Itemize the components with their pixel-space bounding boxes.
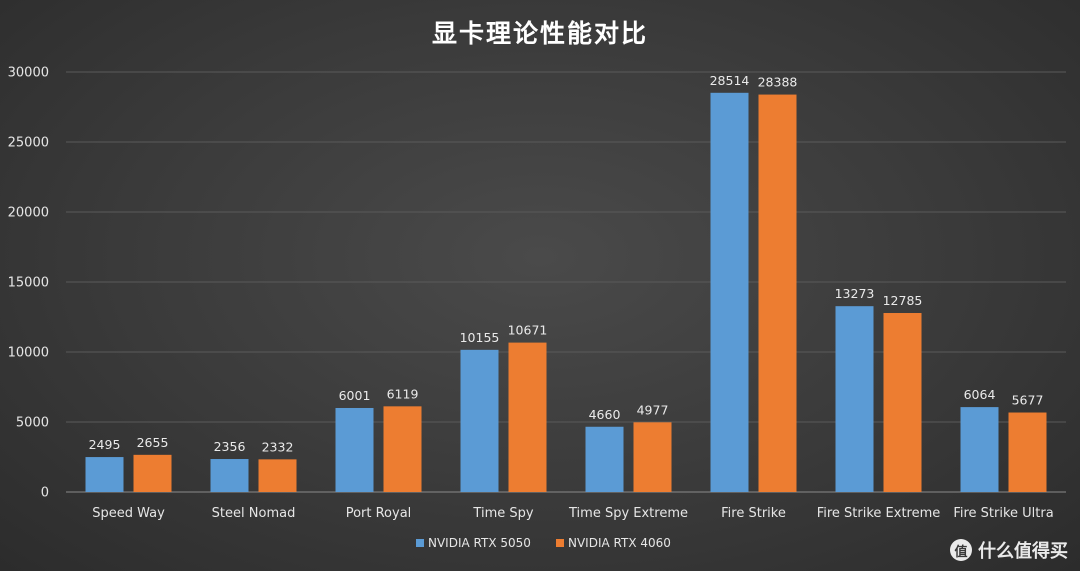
bar-rtx5050 <box>460 349 499 492</box>
data-label: 10671 <box>508 323 548 338</box>
bar-rtx5050 <box>85 457 124 492</box>
legend-label: NVIDIA RTX 4060 <box>568 536 671 550</box>
data-label: 2332 <box>262 439 294 454</box>
x-category-label: Time Spy Extreme <box>568 506 688 521</box>
y-tick-label: 20000 <box>8 206 49 221</box>
x-category-label: Speed Way <box>92 506 165 521</box>
data-label: 13273 <box>835 286 875 301</box>
data-label: 6119 <box>387 386 419 401</box>
data-label: 5677 <box>1012 393 1044 408</box>
bars <box>85 92 1047 493</box>
legend-swatch-rtx4060 <box>556 539 564 547</box>
bar-rtx4060 <box>883 313 922 492</box>
bar-rtx5050 <box>710 92 749 492</box>
legend: NVIDIA RTX 5050 NVIDIA RTX 4060 <box>416 536 671 550</box>
x-category-label: Steel Nomad <box>212 506 296 521</box>
legend-label: NVIDIA RTX 5050 <box>428 536 531 550</box>
data-label: 6064 <box>964 387 996 402</box>
y-tick-label: 0 <box>41 486 49 501</box>
x-category-label: Fire Strike <box>721 506 786 521</box>
bar-rtx4060 <box>258 459 297 492</box>
watermark-text: 什么值得买 <box>978 541 1068 562</box>
bar-rtx4060 <box>133 454 172 492</box>
chart-title: 显卡理论性能对比 <box>432 19 648 48</box>
data-label: 4660 <box>589 407 621 422</box>
y-tick-label: 15000 <box>8 276 49 291</box>
x-category-label: Time Spy <box>472 506 533 521</box>
y-tick-label: 10000 <box>8 346 49 361</box>
data-label: 10155 <box>460 330 500 345</box>
y-tick-label: 30000 <box>8 66 49 81</box>
bar-rtx4060 <box>758 94 797 493</box>
watermark: 值 什么值得买 <box>950 537 1068 563</box>
bar-rtx4060 <box>633 422 672 492</box>
y-tick-label: 5000 <box>16 416 49 431</box>
x-axis-categories: Speed Way Steel Nomad Port Royal Time Spy Ti… <box>92 506 1053 521</box>
legend-swatch-rtx5050 <box>416 539 424 547</box>
y-tick-label: 25000 <box>8 136 49 151</box>
bar-rtx5050 <box>210 459 249 492</box>
bar-rtx4060 <box>508 342 547 492</box>
bar-rtx4060 <box>1008 412 1047 492</box>
watermark-logo-icon: 值 <box>950 539 972 561</box>
data-label: 2356 <box>214 439 246 454</box>
bar-rtx5050 <box>960 407 999 492</box>
data-label: 6001 <box>339 388 371 403</box>
x-category-label: Port Royal <box>346 506 412 521</box>
bar-rtx5050 <box>835 306 874 492</box>
data-label: 28514 <box>710 73 750 88</box>
data-label: 28388 <box>758 75 798 90</box>
data-label: 4977 <box>637 402 669 417</box>
x-category-label: Fire Strike Extreme <box>817 506 941 521</box>
bar-rtx5050 <box>585 426 624 492</box>
gridlines <box>66 71 1066 493</box>
bar-rtx5050 <box>335 407 374 492</box>
data-label: 2655 <box>137 435 169 450</box>
x-category-label: Fire Strike Ultra <box>953 506 1053 521</box>
data-label: 12785 <box>883 293 923 308</box>
data-label: 2495 <box>89 437 121 452</box>
data-labels: 2495 2655 2356 2332 6001 6119 10155 10671 4660 49… <box>89 73 1044 455</box>
y-axis-ticks: 0 5000 10000 15000 20000 25000 30000 <box>8 66 49 501</box>
bar-rtx4060 <box>383 406 422 492</box>
